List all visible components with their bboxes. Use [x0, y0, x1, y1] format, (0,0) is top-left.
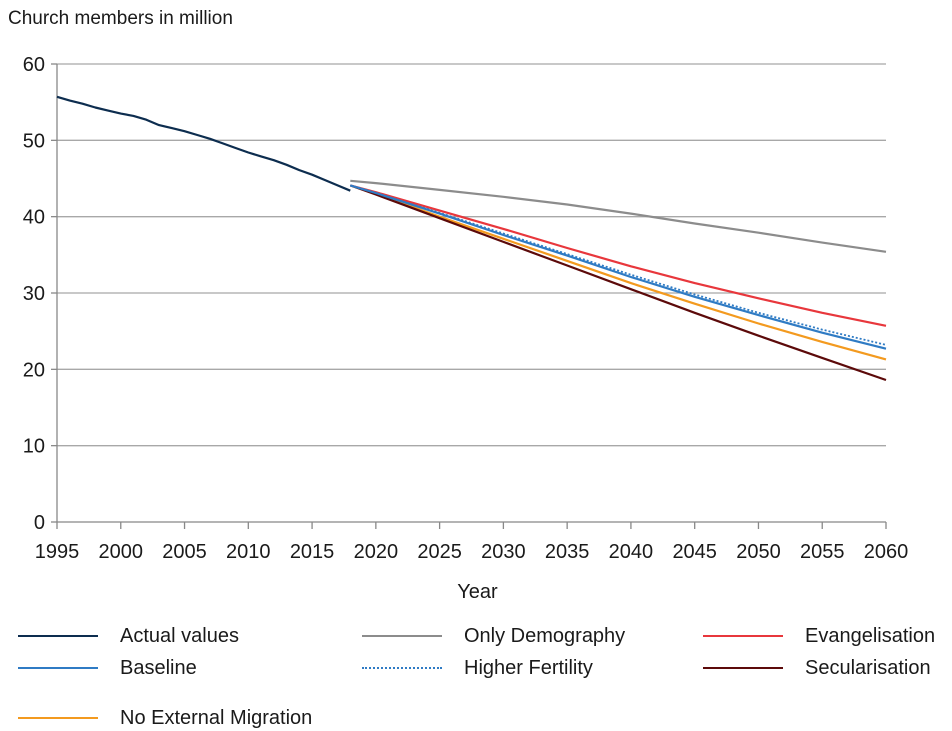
legend-swatch-higher-fertility: [362, 667, 442, 669]
y-tick-label-20: 20: [23, 359, 45, 381]
x-tick-label-2025: 2025: [417, 541, 462, 563]
x-tick-label-2035: 2035: [545, 541, 590, 563]
x-axis-title: Year: [457, 581, 498, 603]
x-tick-label-2040: 2040: [609, 541, 654, 563]
x-tick-label-2015: 2015: [290, 541, 335, 563]
series-line-secularisation: [349, 184, 887, 382]
legend-label-actual-values: Actual values: [120, 624, 239, 647]
x-tick-label-1995: 1995: [35, 541, 80, 563]
legend-label-higher-fertility: Higher Fertility: [464, 656, 593, 679]
series-line-evangelisation: [350, 184, 887, 327]
x-tick-label-2055: 2055: [800, 541, 845, 563]
legend-swatch-baseline: [18, 667, 98, 669]
x-tick-label-2050: 2050: [736, 541, 781, 563]
legend-swatch-evangelisation: [703, 635, 783, 637]
legend-swatch-no-external-migration: [18, 717, 98, 719]
legend-label-only-demography: Only Demography: [464, 624, 626, 647]
legend-item-no-external-migration: No External Migration: [18, 705, 312, 731]
legend-label-no-external-migration: No External Migration: [120, 706, 313, 729]
legend-swatch-actual-values: [18, 635, 98, 637]
x-tick-label-2030: 2030: [481, 541, 526, 563]
series-line-higher-fertility: [350, 184, 887, 346]
legend-swatch-secularisation: [703, 667, 783, 669]
legend-label-baseline: Baseline: [120, 656, 197, 679]
series-line-only-demography: [350, 179, 887, 253]
chart-legend: Actual values Only Demography Evangelisati…: [0, 620, 952, 729]
legend-label-secularisation: Secularisation: [805, 656, 931, 679]
legend-swatch-only-demography: [362, 635, 442, 637]
x-tick-label-2060: 2060: [864, 541, 909, 563]
x-tick-label-2045: 2045: [672, 541, 717, 563]
legend-item-higher-fertility: Higher Fertility: [362, 655, 593, 681]
x-tick-label-2005: 2005: [162, 541, 207, 563]
legend-label-evangelisation: Evangelisation: [805, 624, 936, 647]
legend-item-baseline: Baseline: [18, 655, 197, 681]
series-line-actual-values: [56, 95, 351, 192]
y-tick-label-50: 50: [23, 130, 45, 152]
x-tick-label-2020: 2020: [354, 541, 399, 563]
legend-item-actual-values: Actual values: [18, 623, 239, 649]
x-tick-label-2010: 2010: [226, 541, 271, 563]
y-tick-label-0: 0: [34, 512, 45, 534]
legend-item-secularisation: Secularisation: [703, 655, 931, 681]
y-axis-title: Church members in million: [8, 8, 233, 29]
legend-item-evangelisation: Evangelisation: [703, 623, 935, 649]
y-tick-label-60: 60: [23, 54, 45, 76]
x-tick-label-2000: 2000: [99, 541, 144, 563]
y-tick-label-40: 40: [23, 207, 45, 229]
legend-item-only-demography: Only Demography: [362, 623, 625, 649]
y-tick-label-10: 10: [23, 436, 45, 458]
y-tick-label-30: 30: [23, 283, 45, 305]
